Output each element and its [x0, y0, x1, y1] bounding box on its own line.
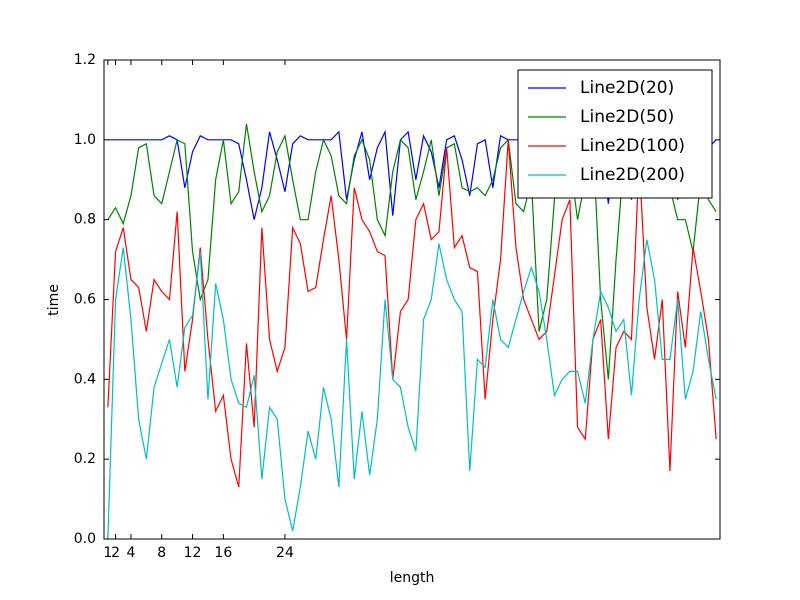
y-tick-label: 0.6: [74, 292, 96, 308]
y-axis-label: time: [46, 284, 62, 316]
legend-label: Line2D(20): [580, 78, 674, 98]
legend-box: [517, 69, 713, 199]
y-tick-label: 0.2: [74, 451, 96, 467]
y-tick-label: 1.0: [74, 132, 96, 148]
legend-label: Line2D(100): [580, 136, 685, 156]
y-tick-label: 0.4: [74, 371, 96, 387]
legend-label: Line2D(200): [580, 165, 685, 185]
x-tick-label: 8: [157, 545, 166, 561]
x-tick-label: 1: [103, 545, 112, 561]
x-tick-label: 4: [126, 545, 135, 561]
y-tick-label: 0.0: [74, 531, 96, 547]
plot-frame: [103, 59, 721, 540]
x-axis-label: length: [390, 570, 435, 586]
data-line: [107, 139, 717, 488]
y-tick-label: 1.2: [74, 52, 96, 68]
y-tick-label: 0.8: [74, 212, 96, 228]
x-tick-label: 2: [111, 545, 120, 561]
x-tick-label: 12: [184, 545, 202, 561]
x-tick-label: 24: [276, 545, 294, 561]
legend-label: Line2D(50): [580, 107, 674, 127]
data-line: [107, 123, 717, 380]
data-line: [107, 239, 717, 539]
x-tick-label: 16: [214, 545, 232, 561]
